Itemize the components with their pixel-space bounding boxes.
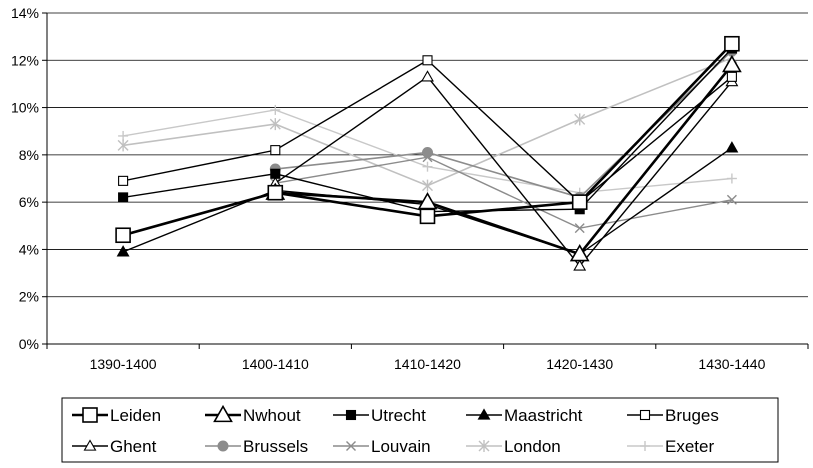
series-ghent	[268, 70, 739, 271]
data-point-nwhout	[569, 244, 590, 262]
legend-item-london: London	[466, 437, 561, 456]
axes	[42, 12, 809, 349]
legend-label-utrecht: Utrecht	[371, 406, 426, 425]
data-point-bruges	[726, 71, 737, 82]
legend-marker-nwhout	[213, 404, 233, 423]
legend-marker-exeter	[640, 441, 650, 451]
data-point-london	[117, 139, 129, 152]
data-point-london	[422, 179, 433, 192]
data-point-exeter	[726, 173, 737, 184]
series-nwhout	[265, 54, 742, 262]
plot-area	[115, 35, 742, 271]
data-point-leiden	[419, 208, 436, 225]
data-point-exeter	[118, 130, 129, 141]
series-brussels	[269, 45, 738, 203]
legend-item-ghent: Ghent	[72, 437, 157, 456]
data-point-louvain	[726, 194, 737, 205]
legend-marker-ghent	[83, 439, 97, 451]
data-point-nwhout	[722, 54, 742, 73]
data-point-louvain	[574, 223, 585, 234]
x-tick-label: 1430-1440	[698, 356, 765, 372]
legend-marker-brussels	[217, 440, 229, 452]
y-tick-label: 0%	[19, 336, 39, 352]
series-line-brussels	[275, 50, 733, 199]
data-point-maastricht	[116, 245, 130, 257]
data-point-bruges	[270, 145, 281, 156]
legend-marker-louvain	[346, 441, 356, 451]
series-line-nwhout	[275, 64, 733, 256]
legend-label-london: London	[504, 437, 561, 456]
legend-item-exeter: Exeter	[627, 437, 714, 456]
legend-marker-london	[478, 440, 490, 452]
x-tick-label: 1410-1420	[394, 356, 461, 372]
legend-item-leiden: Leiden	[72, 406, 161, 425]
x-tick-labels: 1390-1400 1400-1410 1410-1420 1420-1430 1430…	[90, 356, 766, 372]
legend-label-bruges: Bruges	[665, 406, 719, 425]
data-point-maastricht	[725, 141, 739, 153]
data-point-leiden	[115, 227, 131, 244]
marker-stroke	[574, 223, 585, 234]
legend-label-brussels: Brussels	[243, 437, 308, 456]
legend-label-ghent: Ghent	[110, 437, 157, 456]
y-tick-label: 14%	[11, 5, 39, 21]
legend-label-louvain: Louvain	[371, 437, 431, 456]
legend-item-bruges: Bruges	[627, 406, 719, 425]
data-point-nwhout	[417, 192, 438, 210]
y-tick-label: 12%	[11, 52, 39, 68]
x-tick-label: 1420-1430	[546, 356, 613, 372]
y-tick-labels: 0% 2% 4% 6% 8% 10% 12% 14%	[11, 5, 39, 352]
legend-marker-leiden	[82, 407, 98, 423]
legend-marker-maastricht	[477, 408, 491, 420]
legend-item-maastricht: Maastricht	[466, 406, 583, 425]
series-line-louvain	[275, 156, 733, 229]
y-tick-label: 6%	[19, 194, 39, 210]
data-point-exeter	[270, 104, 281, 115]
data-point-leiden	[724, 35, 740, 52]
data-point-utrecht	[118, 192, 129, 203]
series-line-ghent	[274, 75, 733, 268]
legend-marker-utrecht	[345, 409, 357, 421]
series-london	[117, 51, 738, 192]
y-tick-label: 4%	[19, 241, 39, 257]
x-tick-label: 1400-1410	[242, 356, 309, 372]
data-point-leiden	[571, 194, 588, 210]
legend-label-exeter: Exeter	[665, 437, 714, 456]
legend-item-utrecht: Utrecht	[333, 406, 426, 425]
data-point-ghent	[573, 259, 587, 271]
legend-item-louvain: Louvain	[333, 437, 431, 456]
series-leiden	[115, 35, 740, 244]
marker-stroke	[726, 194, 737, 205]
data-point-bruges	[422, 55, 433, 66]
legend-box	[61, 397, 779, 463]
data-point-bruges	[118, 175, 129, 186]
data-point-ghent	[421, 70, 434, 82]
data-point-brussels	[422, 146, 433, 158]
legend-item-brussels: Brussels	[205, 437, 308, 456]
data-point-london	[269, 118, 281, 131]
legend-marker-bruges	[639, 409, 651, 421]
legend-label-maastricht: Maastricht	[504, 406, 583, 425]
y-tick-label: 8%	[19, 147, 39, 163]
x-tick-label: 1390-1400	[90, 356, 157, 372]
legend-label-nwhout: Nwhout	[243, 406, 301, 425]
legend-item-nwhout: Nwhout	[205, 404, 301, 425]
data-point-utrecht	[270, 168, 281, 179]
y-tick-label: 2%	[19, 289, 39, 305]
legend-label-leiden: Leiden	[110, 406, 161, 425]
data-point-leiden	[267, 184, 284, 201]
marker-stroke	[346, 441, 356, 451]
data-point-london	[574, 113, 586, 126]
legend: Leiden Nwhout Utrecht Maastricht Bruges Ghent…	[61, 397, 779, 463]
data-point-exeter	[422, 161, 433, 172]
y-tick-label: 10%	[11, 100, 39, 116]
